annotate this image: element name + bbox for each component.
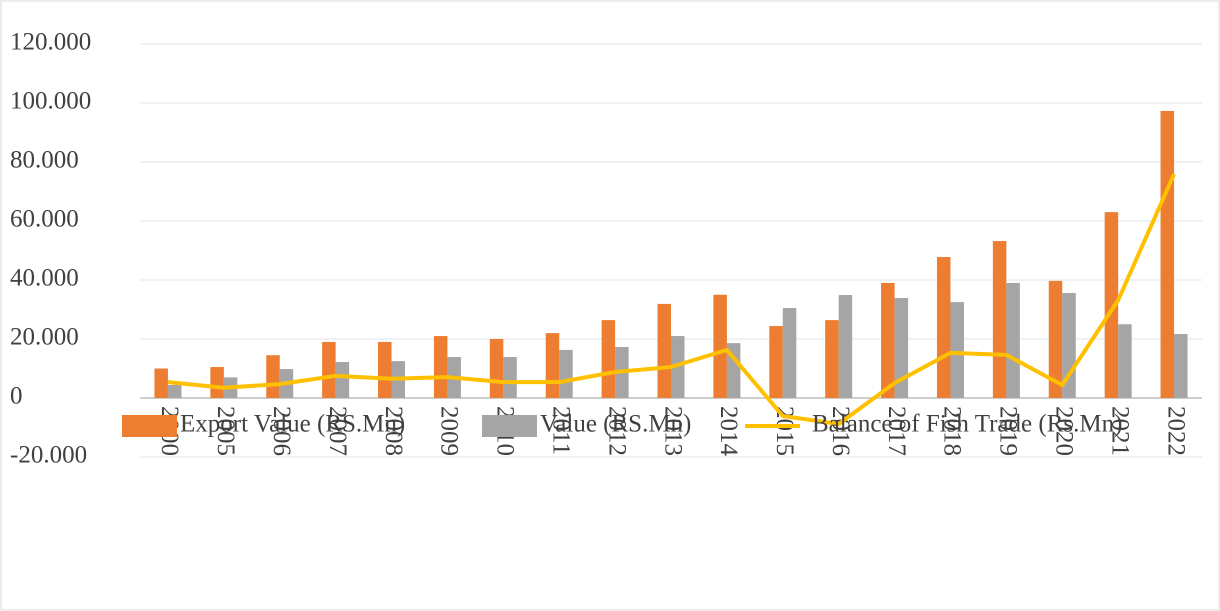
legend-swatch [482, 415, 537, 437]
bar [894, 297, 909, 398]
x-tick-label: 2019 [995, 406, 1022, 456]
bar [266, 355, 280, 398]
y-tick-label: 20.000 [10, 324, 79, 351]
bar [154, 368, 168, 398]
bar [1160, 110, 1175, 398]
x-tick-label: 2011 [547, 406, 574, 455]
x-tick-label: 2014 [715, 406, 742, 457]
bar [936, 256, 951, 398]
x-tick-label: 2009 [436, 406, 463, 456]
y-tick-label: 120.000 [10, 29, 91, 56]
x-tick-label: 2006 [268, 406, 295, 456]
bar [881, 282, 895, 398]
x-tick-label: 2008 [380, 406, 407, 456]
line-series [167, 173, 1176, 426]
x-tick-label: 2007 [324, 406, 351, 456]
x-tick-label: 2021 [1106, 406, 1133, 456]
bar [657, 303, 671, 398]
bar [503, 356, 517, 398]
bar [489, 339, 504, 398]
bar [713, 294, 727, 398]
y-tick-label: -20.000 [10, 442, 87, 469]
x-tick-label: 2012 [603, 406, 630, 456]
x-tick-label: 2017 [883, 406, 910, 456]
legend-label: Balance of Fish Trade (Rs.Mn) [812, 411, 1122, 438]
bar [322, 341, 336, 398]
y-tick-label: 80.000 [10, 147, 79, 174]
bar [825, 320, 839, 398]
bar [1118, 324, 1132, 398]
bar [1174, 333, 1188, 398]
bar [992, 241, 1007, 398]
bar [167, 385, 182, 398]
bar [210, 367, 224, 398]
bar [433, 336, 448, 398]
bar [769, 326, 783, 398]
legend-label: Value (RS.Mn) [540, 411, 691, 438]
bar [601, 320, 616, 398]
legend-label: Export Value (RS.Mn) [180, 411, 405, 438]
legend-swatch [122, 415, 177, 437]
bar [838, 295, 853, 398]
x-tick-label: 2018 [939, 406, 966, 456]
x-tick-label: 2013 [659, 406, 686, 456]
bar [1006, 282, 1020, 398]
bar [559, 349, 573, 398]
y-tick-label: 60.000 [10, 206, 79, 233]
y-tick-label: 0 [10, 383, 23, 410]
bar [782, 308, 797, 398]
bar [378, 341, 392, 398]
bar [1104, 212, 1119, 398]
bar [335, 362, 350, 398]
y-tick-label: 40.000 [10, 265, 79, 292]
x-tick-label: 2005 [212, 406, 239, 456]
x-tick-label: 2022 [1162, 406, 1189, 456]
y-tick-label: 100.000 [10, 88, 91, 115]
bar [950, 302, 964, 398]
x-tick-label: 2015 [771, 406, 798, 456]
bar [1048, 280, 1063, 398]
bar [545, 333, 560, 398]
x-tick-label: 2020 [1051, 406, 1078, 456]
